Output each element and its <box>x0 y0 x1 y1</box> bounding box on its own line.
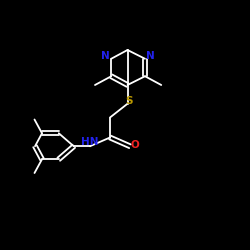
Text: N: N <box>146 51 155 61</box>
Text: S: S <box>126 96 133 106</box>
Text: N: N <box>102 51 110 61</box>
Text: HN: HN <box>81 137 99 147</box>
Text: O: O <box>130 140 139 150</box>
